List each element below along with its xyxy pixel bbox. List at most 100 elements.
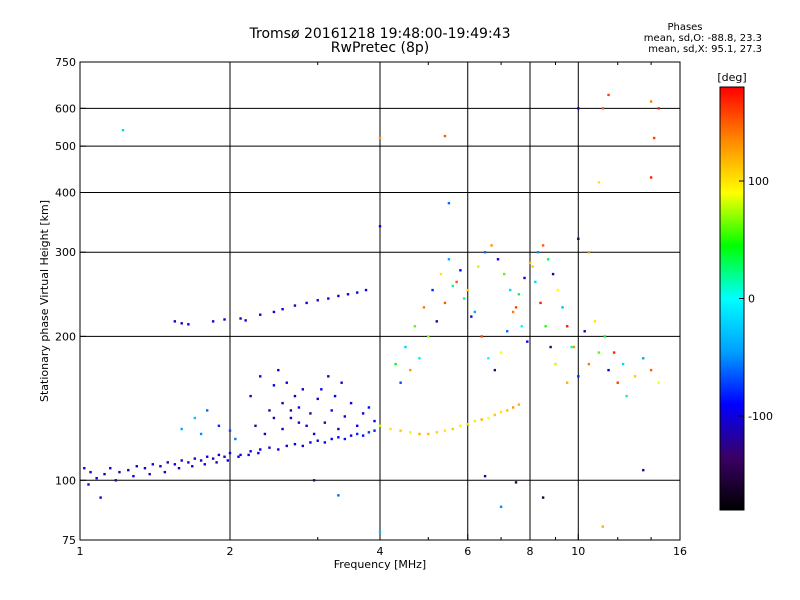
data-point	[409, 368, 412, 372]
data-point	[367, 406, 371, 409]
data-point	[343, 437, 347, 441]
axis-ticks: 1 2 4 6 8 10 16 75 100 200 300 400 500 600 750	[55, 56, 687, 558]
data-point	[443, 134, 447, 138]
data-point	[281, 401, 284, 405]
data-point	[462, 297, 466, 300]
data-point	[399, 381, 402, 384]
data-point	[263, 432, 267, 436]
data-point	[583, 330, 586, 333]
data-point	[239, 453, 242, 457]
data-point	[180, 427, 183, 431]
data-point	[447, 258, 451, 261]
data-point	[422, 306, 426, 309]
data-point	[572, 345, 576, 349]
data-point	[431, 288, 434, 292]
data-point	[272, 384, 276, 387]
data-point	[514, 481, 518, 484]
chart-subtitle: RwPretec (8p)	[330, 40, 430, 56]
data-point	[517, 403, 521, 406]
colorbar-label: [deg]	[717, 71, 746, 84]
data-point	[477, 265, 480, 268]
data-point	[427, 432, 430, 436]
data-point	[355, 432, 359, 436]
data-point	[211, 320, 215, 323]
data-point	[305, 301, 308, 305]
data-point	[301, 388, 305, 391]
data-point	[511, 310, 515, 314]
data-point	[373, 429, 376, 432]
data-point	[121, 128, 125, 132]
data-point	[378, 136, 382, 140]
data-point	[268, 409, 271, 412]
data-point	[541, 496, 545, 499]
data-point	[259, 313, 262, 316]
data-point	[203, 463, 206, 466]
data-point	[254, 424, 257, 428]
data-point	[316, 439, 319, 442]
data-point	[443, 301, 447, 305]
data-point	[466, 288, 469, 292]
data-point	[180, 459, 183, 462]
data-point	[649, 100, 653, 103]
data-point	[148, 472, 151, 476]
data-point	[239, 317, 242, 320]
data-point	[447, 201, 451, 205]
x-tick-label: 10	[571, 545, 585, 558]
data-point	[301, 444, 305, 448]
data-point	[549, 345, 552, 349]
data-point	[205, 455, 209, 458]
data-point	[187, 323, 190, 326]
data-point	[205, 409, 209, 412]
data-point	[389, 427, 392, 431]
data-point	[237, 455, 240, 458]
data-point	[473, 310, 477, 314]
data-point	[217, 424, 221, 428]
data-point	[505, 330, 509, 333]
data-point	[554, 362, 557, 366]
x-tick-label: 1	[77, 545, 84, 558]
data-point	[470, 315, 473, 318]
data-point	[327, 297, 330, 300]
data-point	[293, 304, 297, 307]
data-point	[556, 288, 560, 292]
x-tick-label: 2	[227, 545, 234, 558]
data-point	[193, 457, 197, 460]
data-point	[565, 325, 569, 328]
data-point	[378, 424, 382, 428]
data-point	[399, 429, 402, 432]
data-point	[127, 468, 130, 472]
y-tick-label: 300	[55, 246, 76, 259]
data-point	[249, 394, 252, 398]
data-point	[285, 381, 288, 384]
data-point	[297, 421, 301, 424]
y-tick-label: 500	[55, 140, 76, 153]
data-point	[451, 427, 455, 431]
x-tick-label: 6	[464, 545, 471, 558]
data-point	[502, 272, 506, 276]
data-point	[330, 409, 333, 412]
data-point	[247, 453, 250, 457]
data-point	[480, 418, 483, 421]
data-point	[517, 293, 521, 296]
data-point	[211, 457, 215, 460]
data-point	[143, 466, 147, 470]
phase-stats-x: mean, sd,X: 95.1, 27.3	[648, 44, 762, 55]
data-point	[439, 272, 443, 276]
data-point	[199, 459, 203, 462]
x-tick-label: 16	[673, 545, 687, 558]
data-point	[451, 284, 455, 288]
data-point	[544, 325, 547, 328]
phase-stats-heading: Phases	[667, 22, 703, 33]
phase-stats: Phases mean, sd,O: -88.8, 23.3 mean, sd,…	[600, 22, 770, 55]
data-point	[418, 432, 421, 436]
data-point	[259, 375, 262, 378]
phase-stats-o: mean, sd,O: -88.8, 23.3	[643, 33, 762, 44]
chart-title: Tromsø 20161218 19:48:00-19:49:43	[249, 26, 511, 42]
data-point	[272, 310, 276, 314]
data-point	[293, 442, 297, 446]
data-point	[459, 269, 462, 272]
data-point	[364, 288, 368, 292]
data-point	[173, 463, 177, 466]
data-point	[607, 368, 610, 372]
